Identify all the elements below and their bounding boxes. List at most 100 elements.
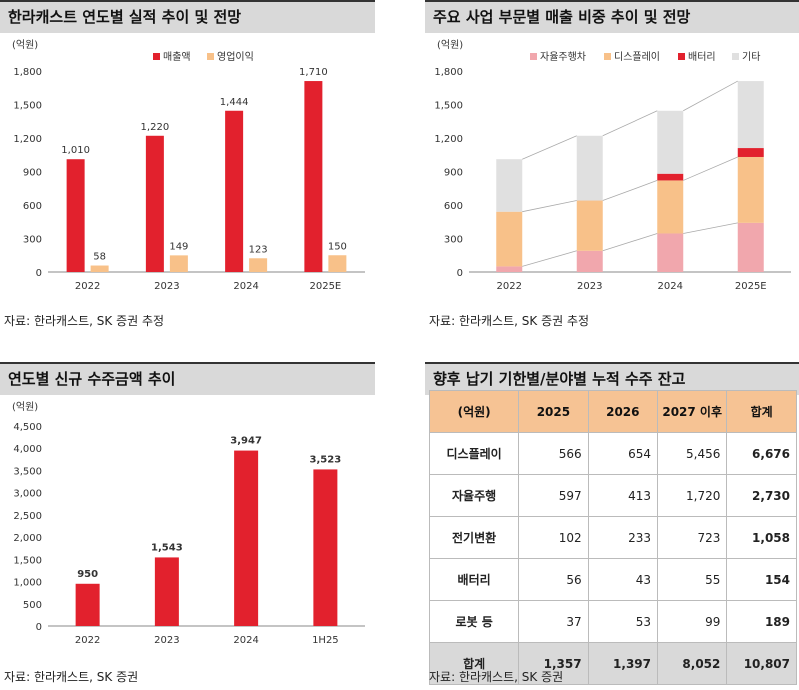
table-cell: 654 xyxy=(587,432,659,475)
bar-segment-1 xyxy=(737,156,764,223)
bar-revenue xyxy=(145,135,164,272)
source-note: 자료: 한라캐스트, SK 증권 추정 xyxy=(429,314,590,328)
connector-line xyxy=(602,233,658,252)
panel-title: 향후 납기 기한별/분야별 누적 수주 잔고 xyxy=(425,362,799,395)
source-note: 자료: 한라캐스트, SK 증권 xyxy=(4,670,139,684)
y-tick-label: 500 xyxy=(23,600,42,611)
legend-swatch xyxy=(207,53,214,60)
connector-line xyxy=(683,156,738,181)
data-label: 149 xyxy=(169,241,188,252)
table-cell: 56 xyxy=(518,558,589,601)
x-tick-label: 2024 xyxy=(658,281,683,292)
x-tick-label: 2025E xyxy=(309,281,341,292)
table-header-row: (억원) 2025 2026 2027 이후 합계 xyxy=(428,390,797,433)
bar-segment-2 xyxy=(737,148,764,157)
bar-revenue xyxy=(66,159,85,272)
row-header: 전기변환 xyxy=(428,516,520,559)
source-note: 자료: 한라캐스트, SK 증권 추정 xyxy=(4,314,165,328)
bar-segment-3 xyxy=(576,135,603,201)
table-total-row: 합계 1,357 1,397 8,052 10,807 xyxy=(428,642,797,685)
bar-operating-profit xyxy=(328,255,347,272)
bar-operating-profit xyxy=(249,258,268,272)
y-tick-label: 1,200 xyxy=(434,134,463,145)
column-header: 2027 이후 xyxy=(656,390,728,433)
table-row: 배터리 56 43 55 154 xyxy=(428,558,797,601)
data-label: 1,010 xyxy=(61,145,90,156)
table-cell: 99 xyxy=(656,600,728,643)
table-cell: 43 xyxy=(587,558,659,601)
source-note: 자료: 한라캐스트, SK 증권 xyxy=(429,670,564,684)
table-cell: 154 xyxy=(726,558,797,601)
table-cell: 2,730 xyxy=(726,474,797,517)
table-cell: 1,397 xyxy=(587,642,659,685)
legend-swatch xyxy=(530,53,537,60)
panel-title: 주요 사업 부문별 매출 비중 추이 및 전망 xyxy=(425,0,799,33)
y-tick-label: 1,800 xyxy=(434,67,463,78)
table-cell: 1,720 xyxy=(656,474,728,517)
legend-label: 기타 xyxy=(742,51,760,63)
data-label: 58 xyxy=(93,252,106,263)
table-cell: 233 xyxy=(587,516,659,559)
x-tick-label: 2022 xyxy=(497,281,522,292)
y-tick-label: 1,500 xyxy=(13,555,42,566)
bar-operating-profit xyxy=(90,265,109,272)
bar-segment-3 xyxy=(657,110,684,174)
column-header: 2025 xyxy=(518,390,589,433)
legend-swatch xyxy=(153,53,160,60)
connector-line xyxy=(522,135,577,160)
bar-segment-1 xyxy=(576,200,603,251)
row-header: 자율주행 xyxy=(428,474,520,517)
chart-segment-mix: (억원) 0 300 600 900 1,200 1,500 1,800 2022 2023 202… xyxy=(434,39,791,292)
y-tick-label: 4,500 xyxy=(13,422,42,433)
x-tick-label: 2023 xyxy=(154,635,179,646)
row-header: 로봇 등 xyxy=(428,600,520,643)
y-tick-label: 1,000 xyxy=(13,578,42,589)
legend-swatch xyxy=(732,53,739,60)
backlog-table: (억원) 2025 2026 2027 이후 합계 디스플레이 566 654 5,456 6,… xyxy=(428,390,797,685)
x-tick-label: 2024 xyxy=(233,635,258,646)
row-header: 배터리 xyxy=(428,558,520,601)
y-tick-label: 2,000 xyxy=(13,533,42,544)
legend-label: 디스플레이 xyxy=(614,51,660,63)
data-label: 3,947 xyxy=(230,436,262,447)
bar-revenue xyxy=(225,110,244,273)
y-tick-label: 4,000 xyxy=(13,444,42,455)
y-tick-label: 1,500 xyxy=(13,101,42,112)
table-cell: 8,052 xyxy=(656,642,728,685)
bar-new-orders xyxy=(234,450,259,626)
bar-segment-1 xyxy=(496,211,523,267)
bar-segment-3 xyxy=(737,81,764,149)
bar-segment-0 xyxy=(496,266,523,272)
y-tick-label: 600 xyxy=(444,201,463,212)
bar-segment-3 xyxy=(496,159,523,212)
table-cell: 53 xyxy=(587,600,659,643)
table-cell: 1,058 xyxy=(726,516,797,559)
bar-segment-0 xyxy=(737,222,764,272)
panel-title: 연도별 신규 수주금액 추이 xyxy=(0,362,375,395)
y-unit-label: (억원) xyxy=(12,401,38,413)
y-tick-label: 1,500 xyxy=(434,101,463,112)
table-row: 전기변환 102 233 723 1,058 xyxy=(428,516,797,559)
x-tick-label: 2023 xyxy=(577,281,602,292)
panel-order-backlog: 향후 납기 기한별/분야별 누적 수주 잔고 (억원) 2025 2026 2027 … xyxy=(425,362,799,690)
y-tick-label: 1,200 xyxy=(13,134,42,145)
connector-line xyxy=(522,250,577,267)
chart-annual-performance: (억원) 0 300 600 900 1,200 1,500 1,800 2022 2023 202… xyxy=(12,39,365,292)
bar-new-orders xyxy=(75,583,100,626)
table-cell: 189 xyxy=(726,600,797,643)
bar-new-orders xyxy=(154,557,179,626)
panel-new-orders: 연도별 신규 수주금액 추이 (억원) 0 500 1,000 1,500 2,000 2,… xyxy=(0,362,375,690)
y-tick-label: 2,500 xyxy=(13,511,42,522)
table-row: 자율주행 597 413 1,720 2,730 xyxy=(428,474,797,517)
bar-segment-0 xyxy=(657,233,684,272)
bar-new-orders xyxy=(313,469,338,626)
y-tick-label: 3,500 xyxy=(13,466,42,477)
bar-revenue xyxy=(304,81,323,272)
table-row: 로봇 등 37 53 99 189 xyxy=(428,600,797,643)
table-cell: 413 xyxy=(587,474,659,517)
connector-line xyxy=(602,110,658,137)
column-header: 2026 xyxy=(587,390,659,433)
legend-label: 매출액 xyxy=(163,51,191,63)
bar-operating-profit xyxy=(169,255,188,272)
row-header: 디스플레이 xyxy=(428,432,520,475)
